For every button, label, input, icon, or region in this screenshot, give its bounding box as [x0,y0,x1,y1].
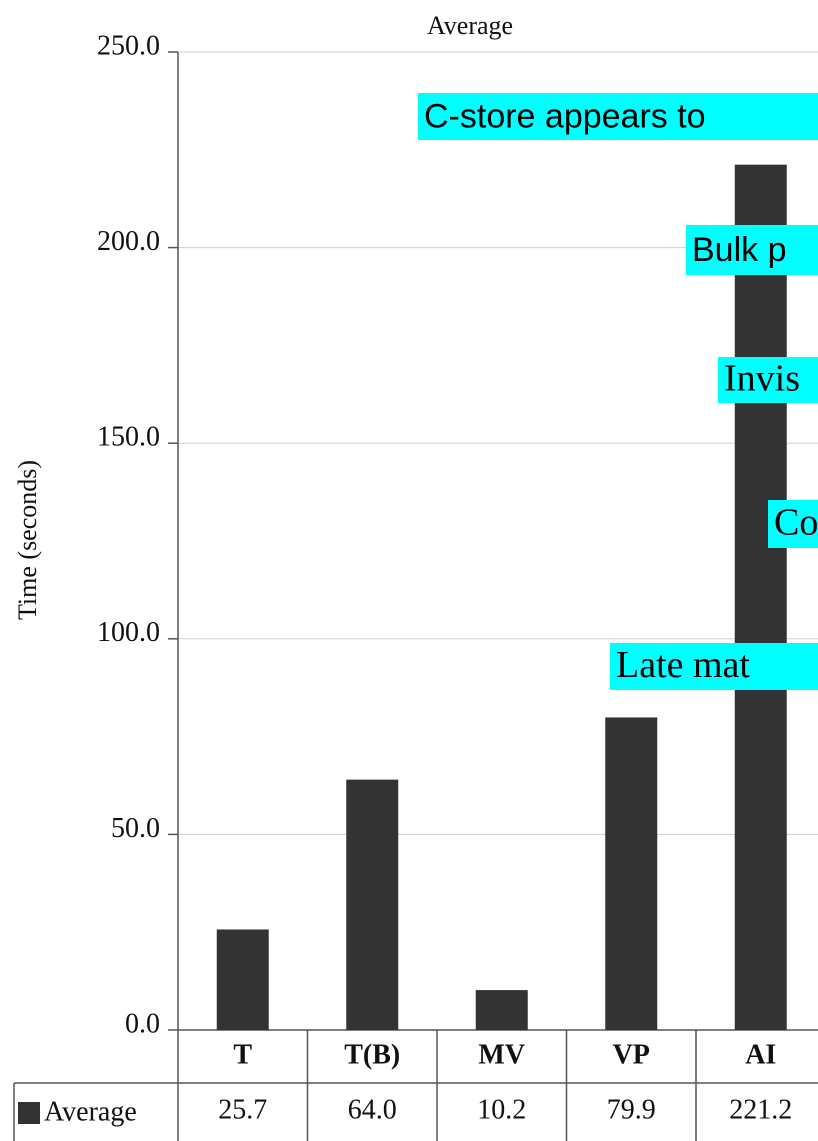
annotation-text: Co [774,502,818,544]
annotation-box [418,93,818,140]
x-tick-label: VP [613,1039,650,1070]
bar [605,717,658,1030]
x-tick-label: AI [745,1039,776,1070]
annotation-text: Bulk p [692,231,787,269]
value-label: 64.0 [348,1094,397,1125]
y-tick-label: 250.0 [97,30,160,61]
y-tick-label: 50.0 [111,813,160,844]
y-tick-label: 100.0 [97,617,160,648]
annotation-box [686,225,818,275]
y-axis-label: Time (seconds) [13,460,42,620]
value-label: 221.2 [729,1094,792,1125]
value-label: 79.9 [607,1094,656,1125]
x-tick-label: MV [478,1039,525,1070]
legend-label: Average [44,1096,137,1127]
annotation-box [718,357,818,403]
chart-title: Average [427,11,513,40]
annotation-text: Late mat [616,644,750,686]
annotation-box [768,500,818,548]
y-tick-label: 200.0 [97,226,160,257]
value-label: 10.2 [477,1094,526,1125]
legend-swatch [18,1102,40,1124]
y-tick-label: 150.0 [97,422,160,453]
annotation-box [610,643,818,690]
annotation-text: C-store appears to [424,97,706,135]
value-label: 25.7 [218,1094,267,1125]
x-tick-label: T [233,1039,252,1070]
bar [216,929,269,1030]
bar [475,990,528,1030]
bar [734,164,787,1031]
y-tick-label: 0.0 [125,1008,160,1039]
annotation-text: Invis [724,358,800,400]
bar [346,779,399,1030]
x-tick-label: T(B) [344,1039,400,1070]
